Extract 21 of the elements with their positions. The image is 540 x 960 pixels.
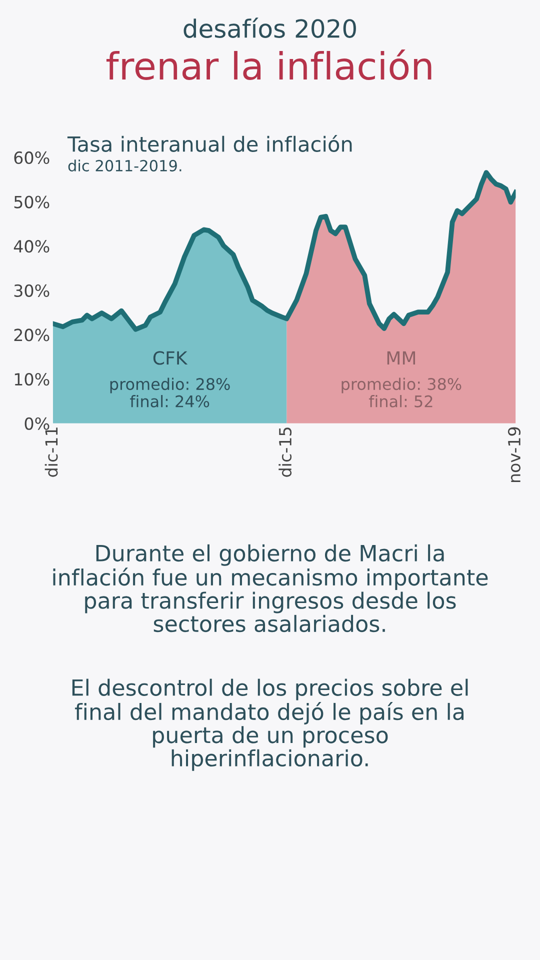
text: Tasa interanual de inflación [67, 135, 352, 152]
y-tick-label: 0% [24, 417, 50, 430]
text: Durante el gobierno de Macri la inflación fue un mecanismo importante para transferir ingresos desde los sectores asalariados. [53, 544, 488, 632]
annotation: promedio: 28% final: 24% [110, 378, 230, 408]
series-label: CFK [153, 351, 188, 365]
y-tick-label: 60% [14, 151, 50, 164]
y-tick-label: 40% [14, 240, 50, 253]
x-tick-label: dic-11 [44, 428, 58, 477]
x-tick-label: dic-15 [278, 428, 292, 477]
chart-subtitle: desafíos 2020 [184, 18, 356, 38]
annotation: dic 2011-2019. [68, 160, 182, 172]
y-tick-label: 50% [14, 196, 50, 208]
y-tick-label: 10% [14, 373, 50, 386]
annotation: promedio: 38% final: 52 [342, 378, 462, 408]
series-label: MM [387, 351, 416, 365]
text: El descontrol de los precios sobre el final del mandato dejó le país en la puerta de un proceso hiperinflacionario. [72, 678, 468, 771]
line-series [52, 170, 516, 332]
y-tick-label: 30% [14, 284, 50, 297]
chart-title: frenar la inflación [106, 49, 432, 80]
x-tick-label: nov-19 [508, 427, 521, 482]
y-tick-label: 20% [14, 328, 50, 342]
